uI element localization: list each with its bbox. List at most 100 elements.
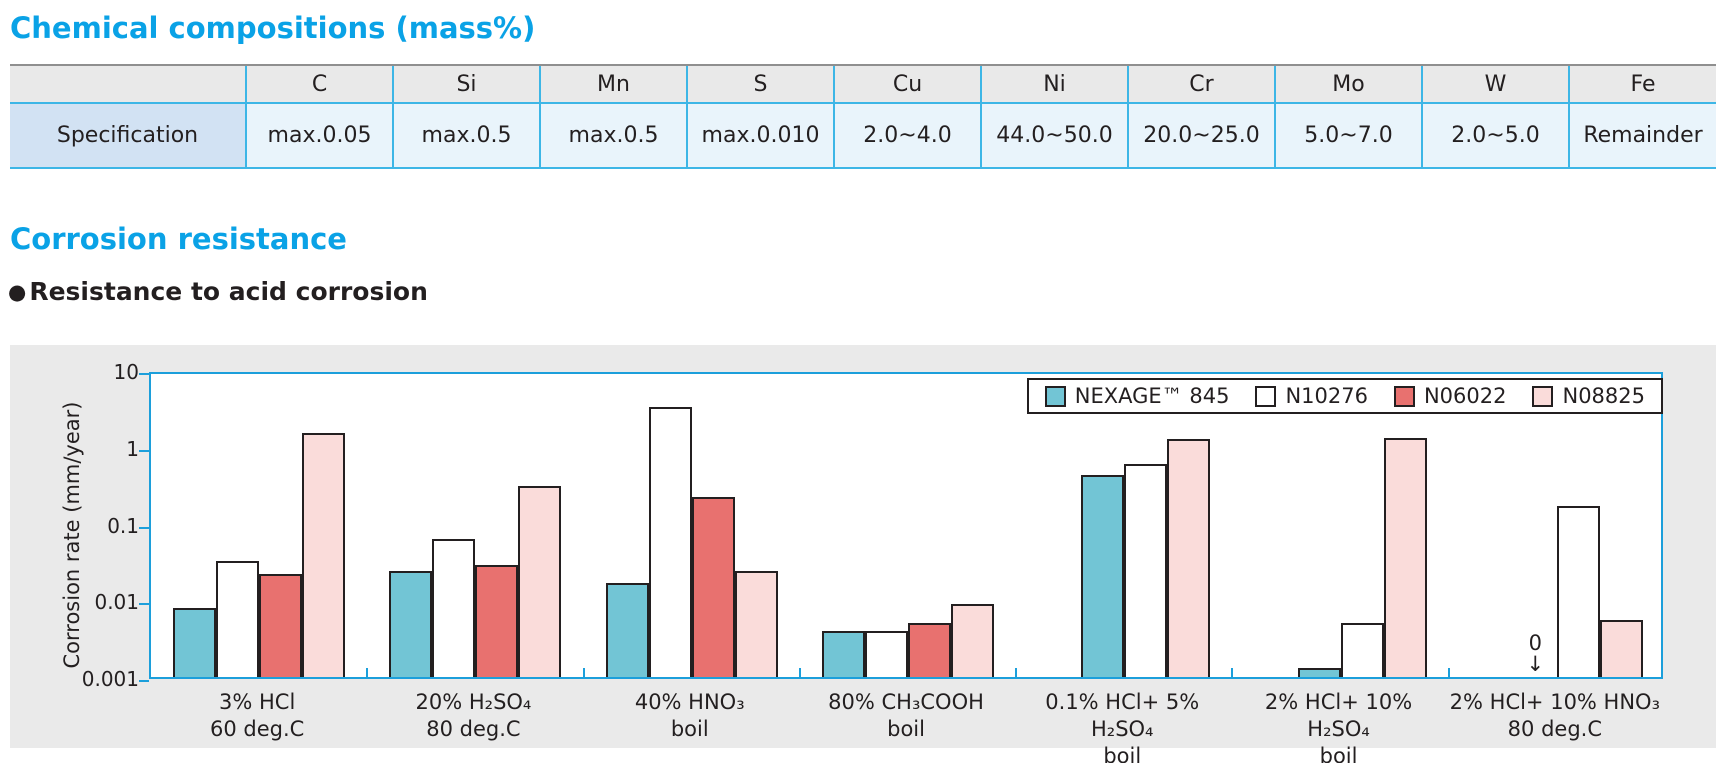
table-column-header: Cu (833, 64, 981, 104)
x-axis-group-label: 2% HCl+ 10% H₂SO₄ boil (1230, 689, 1446, 763)
bar (1383, 438, 1427, 677)
table-cell: 44.0~50.0 (980, 103, 1128, 169)
x-axis-tick (582, 668, 585, 677)
y-axis-tick (139, 603, 149, 606)
table-cell: max.0.05 (245, 103, 393, 169)
legend-swatch (1255, 385, 1277, 407)
x-axis-tick (1447, 668, 1450, 677)
bar (518, 485, 562, 677)
bar-group (822, 374, 994, 677)
table-column-header: Cr (1127, 64, 1275, 104)
x-axis-group-label: 2% HCl+ 10% HNO₃ 80 deg.C (1447, 689, 1663, 743)
legend-label: N08825 (1562, 384, 1645, 408)
subsection-heading: ● Resistance to acid corrosion (8, 277, 428, 306)
bar (908, 623, 951, 677)
table-cell: 2.0~4.0 (833, 103, 981, 169)
bar (1081, 474, 1125, 677)
table-column-header: W (1421, 64, 1569, 104)
x-axis-group-label-line2: 60 deg.C (209, 717, 305, 741)
x-axis-tick (366, 668, 369, 677)
x-axis-tick (1015, 668, 1018, 677)
x-axis-group-label-line2: boil (670, 717, 709, 741)
table-cell: max.0.5 (392, 103, 540, 169)
plot-area: 0 ↓ (139, 372, 1663, 682)
table-column-header: Ni (980, 64, 1128, 104)
legend-label: N06022 (1423, 384, 1507, 408)
bar (259, 574, 303, 677)
bar (951, 603, 994, 677)
bar (605, 582, 649, 677)
x-axis-group-label-line2: 80 deg.C (426, 717, 521, 741)
legend-label: N10276 (1285, 384, 1368, 408)
bar (475, 564, 519, 677)
table-cell: 2.0~5.0 (1421, 103, 1569, 169)
zero-value-marker: 0 ↓ (1514, 633, 1557, 677)
table-corner-cell (10, 64, 246, 104)
legend-swatch (1044, 385, 1066, 407)
bullet-icon: ● (8, 279, 27, 304)
x-axis-group-label: 80% CH₃COOH boil (798, 689, 1014, 743)
x-axis-group-label-line1: 80% CH₃COOH (828, 690, 984, 714)
y-axis-tick (139, 373, 149, 375)
bar (302, 433, 346, 677)
down-arrow-icon: ↓ (1526, 652, 1545, 676)
chart-panel: Corrosion rate (mm/year) 0 ↓ NEXAGE™ 845 N… (10, 345, 1716, 763)
table-column-header: Si (392, 64, 540, 104)
table-header-row: C Si Mn S Cu Ni Cr Mo W Fe (10, 64, 1716, 104)
bar (389, 571, 433, 677)
bar (1167, 439, 1211, 677)
bar-group (389, 374, 562, 677)
bar (216, 560, 260, 677)
table-cell: Remainder (1568, 103, 1716, 169)
table-column-header: C (245, 64, 393, 104)
x-axis-group-label-line2: boil (1103, 744, 1142, 763)
table-column-header: Mo (1274, 64, 1422, 104)
zero-label: 0 (1528, 631, 1543, 655)
y-tick-label: 0.001 (81, 667, 139, 691)
x-axis-tick (1231, 668, 1234, 677)
chart-legend: NEXAGE™ 845 N10276 N06022 N08825 (1026, 378, 1663, 414)
bar (865, 630, 908, 677)
table-column-header: Mn (539, 64, 687, 104)
y-tick-label: 1 (126, 436, 139, 461)
table-cell: 5.0~7.0 (1274, 103, 1422, 169)
legend-item: N08825 (1532, 384, 1645, 408)
section-title-corrosion-resistance: Corrosion resistance (10, 222, 347, 256)
x-axis-group-label-line2: boil (887, 717, 925, 741)
legend-swatch (1532, 385, 1554, 407)
x-axis-group-label: 40% HNO₃ boil (582, 689, 798, 743)
x-axis-group-label-line1: 40% HNO₃ (634, 690, 745, 714)
bar (1599, 620, 1643, 677)
bar (1340, 623, 1384, 677)
section-title-chemical-compositions: Chemical compositions (mass%) (10, 11, 536, 45)
bar-group (1038, 374, 1211, 677)
x-axis-group-label-line2: 80 deg.C (1507, 717, 1602, 741)
x-axis-group-label: 0.1% HCl+ 5% H₂SO₄ boil (1014, 689, 1230, 763)
bar (173, 607, 217, 677)
legend-label: NEXAGE™ 845 (1074, 384, 1230, 408)
bar (691, 497, 735, 677)
subsection-title: Resistance to acid corrosion (29, 277, 428, 306)
x-axis-tick (798, 668, 801, 677)
y-tick-label: 0.01 (94, 590, 139, 615)
bar (734, 571, 778, 677)
bar-group: 0 ↓ (1471, 374, 1643, 677)
y-axis-tick (139, 526, 149, 529)
table-cell: max.0.5 (539, 103, 687, 169)
bar (648, 407, 692, 677)
bar-group (173, 374, 346, 677)
y-tick-label: 0.1 (107, 513, 139, 538)
table-row-header: Specification (10, 103, 246, 169)
bar (432, 539, 476, 677)
x-axis-group-label-line1: 0.1% HCl+ 5% H₂SO₄ (1045, 690, 1200, 741)
y-tick-label: 10 (113, 360, 139, 384)
bar-group (605, 374, 778, 677)
legend-item: N10276 (1255, 384, 1368, 408)
table-cell: max.0.010 (686, 103, 834, 169)
table-cell: 20.0~25.0 (1127, 103, 1275, 169)
legend-item: N06022 (1393, 384, 1507, 408)
legend-item: NEXAGE™ 845 (1044, 384, 1230, 408)
bar-group (1255, 374, 1427, 677)
x-axis-group-label: 3% HCl 60 deg.C (149, 689, 365, 743)
